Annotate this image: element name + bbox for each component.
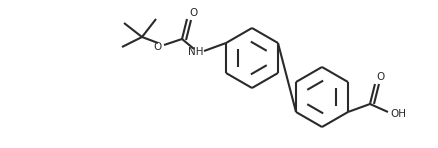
Text: OH: OH (390, 109, 406, 119)
Text: O: O (377, 72, 385, 82)
Text: O: O (154, 42, 162, 52)
Text: NH: NH (187, 47, 203, 57)
Text: O: O (189, 8, 197, 18)
